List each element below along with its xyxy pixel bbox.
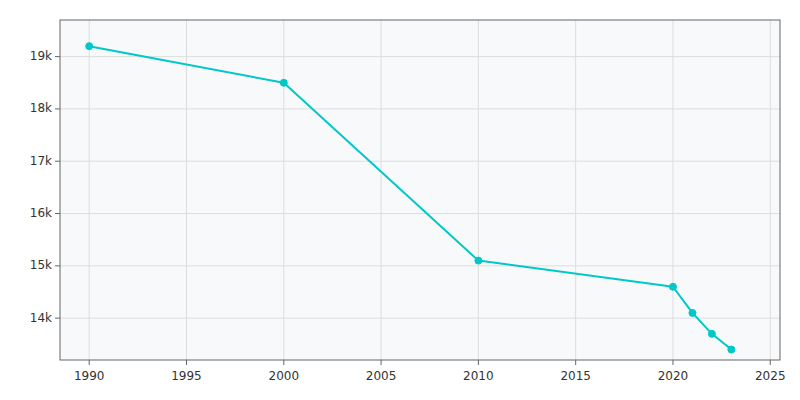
y-grid-line — [60, 56, 780, 57]
x-tick — [770, 360, 771, 365]
x-grid-line — [770, 20, 771, 360]
y-tick — [55, 161, 60, 162]
x-tick — [283, 360, 284, 365]
x-tick-label: 1990 — [74, 369, 105, 383]
y-tick — [55, 265, 60, 266]
data-point — [669, 283, 676, 290]
plot-background — [60, 20, 780, 360]
x-grid-line — [672, 20, 673, 360]
data-group — [86, 43, 735, 353]
data-point — [475, 257, 482, 264]
y-grid-line — [60, 161, 780, 162]
y-grid-line — [60, 108, 780, 109]
plot-frame — [60, 20, 780, 360]
x-tick — [575, 360, 576, 365]
y-tick — [55, 108, 60, 109]
data-point — [280, 79, 287, 86]
data-point — [86, 43, 93, 50]
x-tick — [478, 360, 479, 365]
tick-labels: 14k 15k 16k 17k 18k 19k 1990 1995 2000 2005 2010 20… — [30, 49, 786, 383]
x-tick-label: 1995 — [171, 369, 202, 383]
y-tick-label: 19k — [30, 49, 52, 63]
x-tick-label: 2020 — [658, 369, 689, 383]
x-tick-label: 2025 — [755, 369, 786, 383]
x-grid-line — [89, 20, 90, 360]
y-tick — [55, 56, 60, 57]
x-tick — [186, 360, 187, 365]
x-grid-line — [575, 20, 576, 360]
y-tick-label: 15k — [30, 258, 52, 272]
x-grid-line — [283, 20, 284, 360]
x-tick-label: 2010 — [463, 369, 494, 383]
data-line — [89, 46, 731, 349]
y-tick — [55, 318, 60, 319]
chart-container: 14k 15k 16k 17k 18k 19k 1990 1995 2000 2005 2010 20… — [0, 0, 800, 400]
x-grid-line — [381, 20, 382, 360]
x-grid-line — [186, 20, 187, 360]
y-tick-label: 17k — [30, 154, 52, 168]
x-tick — [672, 360, 673, 365]
data-point — [689, 309, 696, 316]
x-tick — [89, 360, 90, 365]
y-tick — [55, 213, 60, 214]
data-point — [708, 330, 715, 337]
y-tick-label: 16k — [30, 206, 52, 220]
y-grid-line — [60, 318, 780, 319]
x-tick-label: 2005 — [366, 369, 397, 383]
y-grid-line — [60, 265, 780, 266]
data-point — [728, 346, 735, 353]
x-tick-label: 2015 — [560, 369, 591, 383]
y-tick-label: 18k — [30, 101, 52, 115]
y-grid-line — [60, 213, 780, 214]
chart-svg: 14k 15k 16k 17k 18k 19k 1990 1995 2000 2005 2010 20… — [0, 0, 800, 400]
x-grid-line — [478, 20, 479, 360]
x-tick — [381, 360, 382, 365]
x-tick-label: 2000 — [269, 369, 300, 383]
grid — [55, 20, 780, 365]
y-tick-label: 14k — [30, 311, 52, 325]
